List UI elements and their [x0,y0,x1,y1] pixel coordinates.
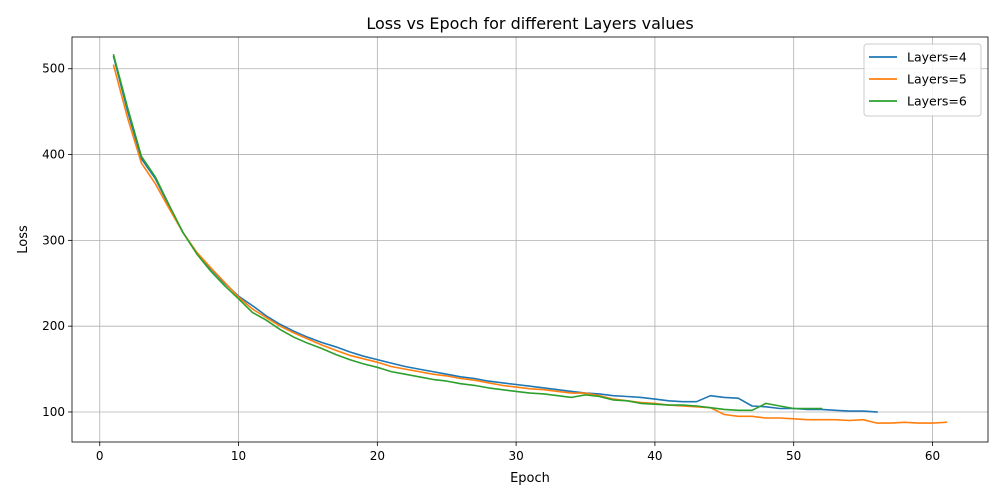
x-axis-title: Epoch [510,471,550,486]
legend-label: Layers=4 [907,50,967,65]
y-axis: 100 200 300 400 500 [42,62,72,419]
x-tick-label: 0 [96,449,104,463]
plot-frame [71,36,989,443]
series-line-layers-5 [112,64,948,424]
legend-label: Layers=5 [907,72,967,87]
series-line-layers-6 [112,54,823,412]
y-tick-label: 300 [42,233,65,247]
legend-box [863,43,982,117]
y-tick-label: 400 [42,148,65,162]
x-tick-label: 20 [370,449,385,463]
y-axis-title: Loss [16,225,31,254]
y-tick-label: 100 [42,405,65,419]
grid [72,37,988,442]
x-axis: 0 10 20 30 40 50 60 [96,442,940,463]
x-tick-label: 10 [231,449,246,463]
series-line-layers-4 [112,55,878,413]
legend: Layers=4 Layers=5 Layers=6 [863,43,982,117]
y-tick-label: 500 [42,62,65,76]
series-lines [112,54,948,424]
x-tick-label: 50 [786,449,801,463]
chart-title: Loss vs Epoch for different Layers value… [366,14,693,33]
x-tick-label: 60 [925,449,940,463]
x-tick-label: 40 [647,449,662,463]
legend-label: Layers=6 [907,94,967,109]
x-tick-label: 30 [508,449,523,463]
y-tick-label: 200 [42,319,65,333]
